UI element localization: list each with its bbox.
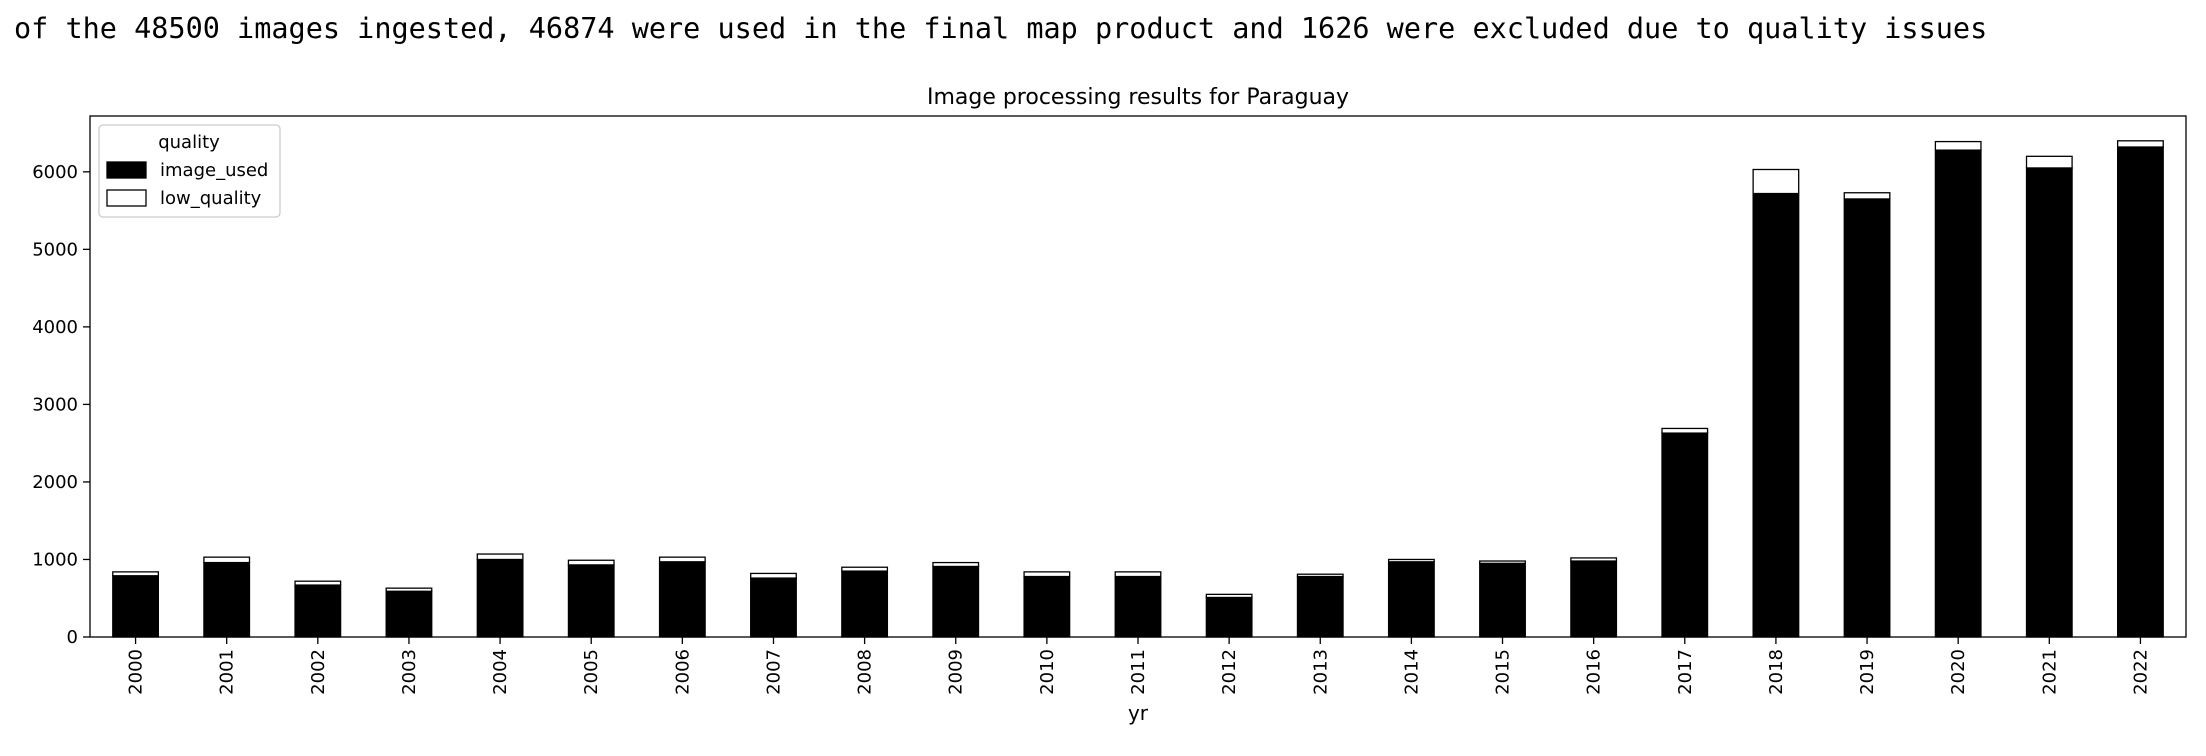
- bar-low-quality-2009: [932, 561, 980, 568]
- bar-image-used-2003: [385, 590, 433, 638]
- x-tick-label: 2010: [1037, 649, 1058, 695]
- bar-image-used-2022: [2117, 146, 2164, 638]
- bar-image-used-2007: [750, 577, 797, 638]
- x-tick-label: 2016: [1584, 649, 1605, 695]
- x-tick-label: 2006: [672, 649, 693, 695]
- bar-image-used-2020: [1934, 149, 1982, 638]
- x-tick-label: 2003: [399, 649, 420, 695]
- bar-image-used-2018: [1752, 192, 1800, 638]
- bar-low-quality-2012: [1205, 593, 1253, 599]
- x-axis: 2000 2001 2002 2003 2004 2005 2006 2007 2008 2009…: [126, 637, 2151, 695]
- bar-low-quality-2001: [203, 556, 251, 564]
- bar-image-used-2012: [1205, 596, 1253, 638]
- bars-layer: [112, 140, 2164, 638]
- bar-low-quality-2021: [2025, 155, 2073, 169]
- bar-low-quality-2014: [1387, 558, 1435, 563]
- legend: quality image_used low_quality: [98, 124, 281, 218]
- bar-low-quality-2022: [2117, 140, 2164, 148]
- bar-image-used-2006: [658, 561, 706, 638]
- legend-label-image-used: image_used: [160, 160, 268, 181]
- bar-low-quality-2019: [1843, 192, 1891, 200]
- x-tick-label: 2013: [1310, 649, 1331, 695]
- bar-image-used-2014: [1387, 561, 1435, 638]
- bar-image-used-2000: [112, 575, 159, 638]
- x-tick-label: 2011: [1128, 649, 1149, 695]
- bar-low-quality-2016: [1570, 557, 1618, 562]
- x-tick-label: 2008: [855, 649, 876, 695]
- x-tick-label: 2002: [308, 649, 329, 695]
- bar-image-used-2011: [1114, 575, 1162, 638]
- bar-image-used-2021: [2025, 167, 2073, 638]
- y-tick-label: 6000: [32, 162, 78, 183]
- legend-swatch-low-quality: [106, 189, 147, 207]
- bar-image-used-2008: [841, 570, 889, 638]
- bar-image-used-2004: [476, 558, 524, 638]
- x-tick-label: 2009: [946, 649, 967, 695]
- bar-image-used-2017: [1661, 432, 1709, 638]
- x-tick-label: 2004: [490, 649, 511, 695]
- plot-frame: [89, 115, 2187, 638]
- x-tick-label: 2007: [763, 649, 784, 695]
- x-tick-label: 2022: [2130, 649, 2151, 695]
- bar-image-used-2005: [567, 564, 615, 638]
- bar-low-quality-2008: [841, 566, 889, 572]
- x-tick-label: 2015: [1493, 649, 1514, 695]
- x-tick-label: 2005: [581, 649, 602, 695]
- x-tick-label: 2020: [1948, 649, 1969, 695]
- bar-low-quality-2002: [294, 580, 342, 586]
- bar-low-quality-2020: [1934, 140, 1982, 151]
- bar-low-quality-2003: [385, 587, 433, 592]
- y-tick-label: 2000: [32, 472, 78, 493]
- summary-text: of the 48500 images ingested, 46874 were…: [14, 12, 1988, 45]
- y-tick-label: 1000: [32, 549, 78, 570]
- bar-image-used-2013: [1296, 575, 1344, 638]
- bar-image-used-2019: [1843, 198, 1891, 638]
- legend-title: quality: [158, 132, 220, 153]
- legend-swatch-image-used: [106, 161, 147, 179]
- bar-image-used-2009: [932, 565, 980, 638]
- bar-low-quality-2007: [750, 572, 797, 579]
- x-axis-label: yr: [1128, 701, 1149, 725]
- x-tick-label: 2017: [1675, 649, 1696, 695]
- bar-image-used-2002: [294, 584, 342, 638]
- x-tick-label: 2000: [126, 649, 147, 695]
- bar-image-used-2010: [1023, 575, 1071, 638]
- legend-label-low-quality: low_quality: [160, 188, 262, 209]
- bar-low-quality-2015: [1479, 560, 1526, 564]
- chart-title: Image processing results for Paraguay: [927, 85, 1349, 110]
- bar-low-quality-2004: [476, 553, 524, 561]
- bar-image-used-2016: [1570, 560, 1618, 638]
- x-tick-label: 2001: [217, 649, 238, 695]
- y-tick-label: 4000: [32, 317, 78, 338]
- bar-low-quality-2017: [1661, 427, 1709, 434]
- bar-image-used-2015: [1479, 562, 1526, 638]
- y-tick-label: 0: [67, 627, 78, 648]
- x-tick-label: 2019: [1857, 649, 1878, 695]
- bar-low-quality-2013: [1296, 573, 1344, 578]
- bar-low-quality-2011: [1114, 571, 1162, 578]
- bar-image-used-2001: [203, 561, 251, 638]
- y-axis: 0 1000 2000 3000 4000 5000 6000: [32, 162, 90, 648]
- bar-low-quality-2000: [112, 571, 159, 577]
- bar-low-quality-2005: [567, 559, 615, 566]
- bar-low-quality-2006: [658, 556, 706, 563]
- x-tick-label: 2014: [1401, 649, 1422, 695]
- x-tick-label: 2012: [1219, 649, 1240, 695]
- y-tick-label: 3000: [32, 394, 78, 415]
- x-tick-label: 2018: [1766, 649, 1787, 695]
- bar-low-quality-2018: [1752, 168, 1800, 195]
- x-tick-label: 2021: [2039, 649, 2060, 695]
- bar-low-quality-2010: [1023, 571, 1071, 578]
- y-tick-label: 5000: [32, 239, 78, 260]
